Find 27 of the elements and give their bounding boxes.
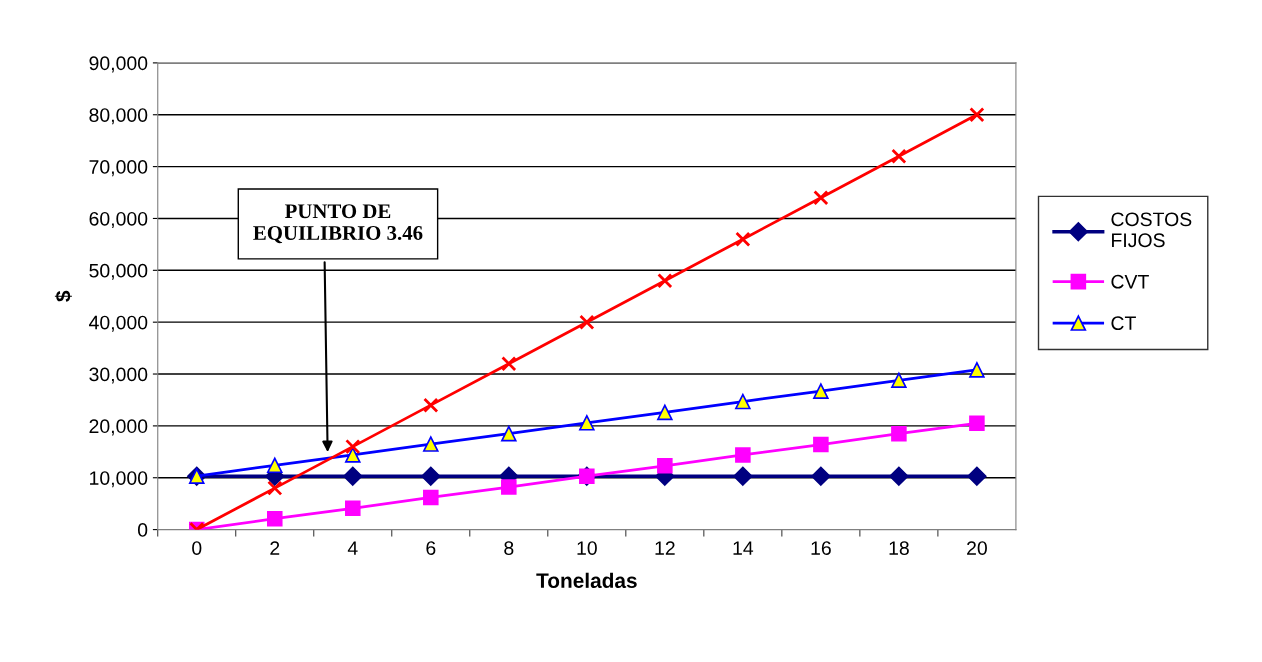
x-tick-label: 10 (577, 541, 597, 555)
annotation: PUNTO DE EQUILIBRIO 3.46 (253, 204, 423, 244)
y-tick-label: 50,000 (89, 263, 148, 280)
y-tick-label: 40,000 (89, 315, 148, 332)
legend-label: CT (1111, 316, 1136, 331)
y-tick-label: 0 (137, 523, 148, 537)
legend-label: CVT (1111, 274, 1149, 289)
y-tick-label: 20,000 (89, 419, 148, 436)
y-tick-label: 90,000 (89, 56, 148, 73)
x-tick-label: 14 (733, 541, 754, 555)
y-tick-label: 80,000 (89, 108, 148, 125)
x-tick-label: 8 (504, 541, 514, 555)
y-tick-label: 10,000 (90, 471, 148, 488)
y-tick-label: 30,000 (89, 367, 148, 384)
y-tick-label: 70,000 (89, 160, 148, 177)
x-tick-label: 12 (655, 541, 675, 555)
x-tick-label: 6 (426, 541, 436, 555)
x-tick-label: 4 (347, 541, 358, 555)
legend-label: COSTOS FIJOS (1111, 212, 1192, 248)
x-tick-label: 2 (270, 541, 280, 555)
y-tick-label: 60,000 (89, 211, 148, 228)
x-axis-title: Toneladas (536, 572, 637, 589)
x-tick-label: 0 (192, 541, 202, 555)
x-tick-label: 16 (811, 541, 831, 555)
y-axis-title: $ (54, 290, 72, 302)
x-tick-label: 20 (967, 541, 987, 555)
x-tick-label: 18 (889, 541, 909, 555)
